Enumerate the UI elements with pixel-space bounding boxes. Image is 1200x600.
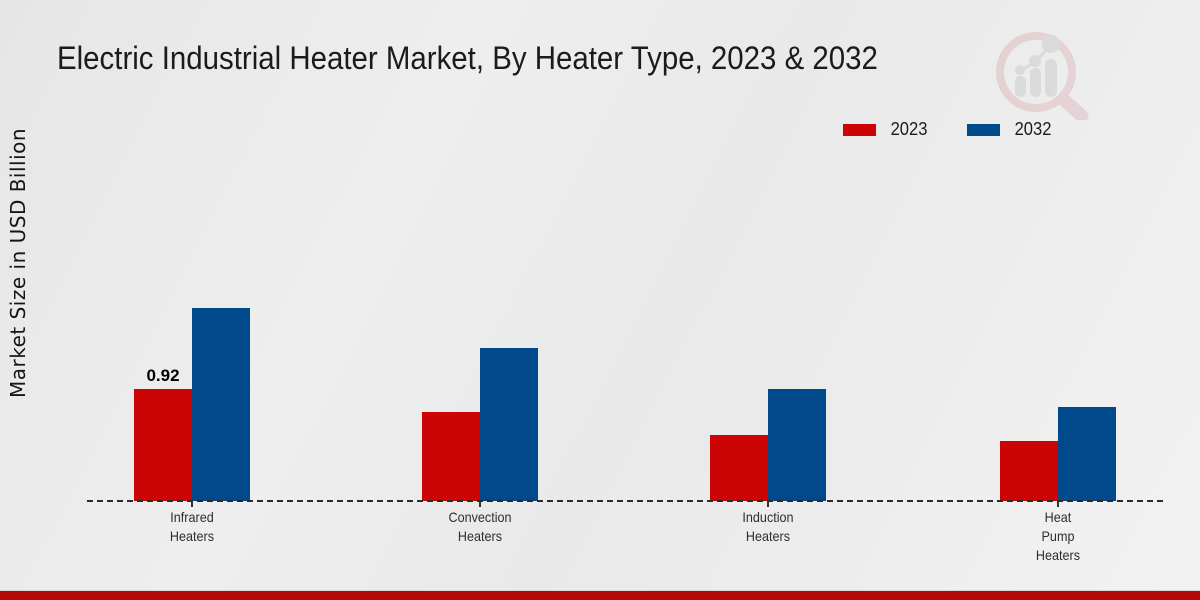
x-category-label: Heat Pump Heaters <box>1035 509 1081 563</box>
magnifier-handle-icon <box>1057 93 1089 120</box>
logo-bar-medium-icon <box>1030 68 1041 97</box>
logo-bar-small-icon <box>1015 76 1026 97</box>
bar-value-label: 0.92 <box>146 366 180 385</box>
legend-item-2023: 2023 <box>843 119 929 140</box>
logo-bar-large-icon <box>1045 59 1057 97</box>
chart-title: Electric Industrial Heater Market, By He… <box>57 40 878 76</box>
footer-accent-bar <box>0 590 1200 600</box>
bar-group <box>1000 0 1116 501</box>
bar-group <box>710 0 826 501</box>
bar-2023 <box>134 389 192 501</box>
legend-label-2032: 2032 <box>1014 119 1052 139</box>
legend-item-2032: 2032 <box>967 119 1053 140</box>
legend-label-2023: 2023 <box>890 119 928 139</box>
x-axis-tick <box>479 502 481 507</box>
bar-2032 <box>480 348 538 501</box>
bar-group <box>422 0 538 501</box>
logo-trend-line-icon <box>1019 43 1053 73</box>
bar-2023 <box>1000 441 1058 501</box>
bar-2023 <box>710 435 768 501</box>
magnifier-ring-icon <box>996 32 1076 112</box>
bar-2032 <box>768 389 826 501</box>
x-category-label: Induction Heaters <box>742 509 794 544</box>
y-axis-label: Market Size in USD Billion <box>6 127 30 399</box>
x-axis-tick <box>1057 502 1059 507</box>
logo-dot-small-icon <box>1015 65 1025 75</box>
legend-swatch-2032 <box>967 123 1001 136</box>
brand-watermark-logo <box>996 32 1089 120</box>
plot-area: 0.92 <box>87 0 1163 502</box>
x-category-label: Convection Heaters <box>448 509 512 544</box>
bar-2023 <box>422 412 480 501</box>
bar-group: 0.92 <box>134 0 250 501</box>
bar-2032 <box>192 308 250 501</box>
x-axis-tick <box>191 502 193 507</box>
legend-swatch-2023 <box>843 123 876 136</box>
x-axis-tick <box>767 502 769 507</box>
x-axis-line <box>87 500 1163 502</box>
x-category-label: Infrared Heaters <box>169 509 215 544</box>
logo-dot-medium-icon <box>1029 55 1041 67</box>
bar-2032 <box>1058 407 1116 501</box>
logo-dot-large-icon <box>1042 35 1060 53</box>
legend: 2023 2032 <box>843 119 1053 140</box>
